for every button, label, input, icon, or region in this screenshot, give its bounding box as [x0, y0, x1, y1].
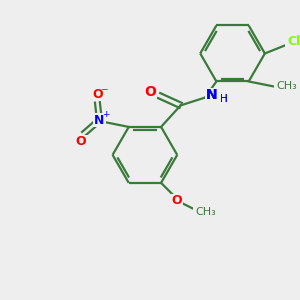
FancyBboxPatch shape	[274, 80, 300, 93]
Text: N: N	[94, 114, 105, 127]
FancyBboxPatch shape	[194, 206, 219, 219]
Text: Cl: Cl	[288, 35, 300, 48]
Text: −: −	[100, 84, 107, 93]
Text: CH₃: CH₃	[196, 207, 217, 217]
Text: O: O	[92, 88, 103, 101]
FancyBboxPatch shape	[171, 194, 183, 207]
FancyBboxPatch shape	[219, 94, 229, 103]
Text: O: O	[144, 85, 156, 99]
Text: N: N	[206, 88, 218, 102]
Text: +: +	[103, 110, 110, 119]
Text: H: H	[220, 94, 228, 103]
Text: H: H	[220, 94, 228, 103]
Text: O: O	[171, 194, 182, 207]
FancyBboxPatch shape	[205, 88, 219, 101]
FancyBboxPatch shape	[205, 88, 219, 101]
FancyBboxPatch shape	[92, 113, 106, 127]
FancyBboxPatch shape	[91, 88, 104, 101]
FancyBboxPatch shape	[285, 35, 300, 48]
FancyBboxPatch shape	[143, 85, 157, 98]
FancyBboxPatch shape	[219, 94, 229, 103]
Text: CH₃: CH₃	[277, 81, 297, 92]
Text: O: O	[76, 135, 86, 148]
FancyBboxPatch shape	[74, 135, 88, 148]
Text: N: N	[206, 88, 218, 102]
